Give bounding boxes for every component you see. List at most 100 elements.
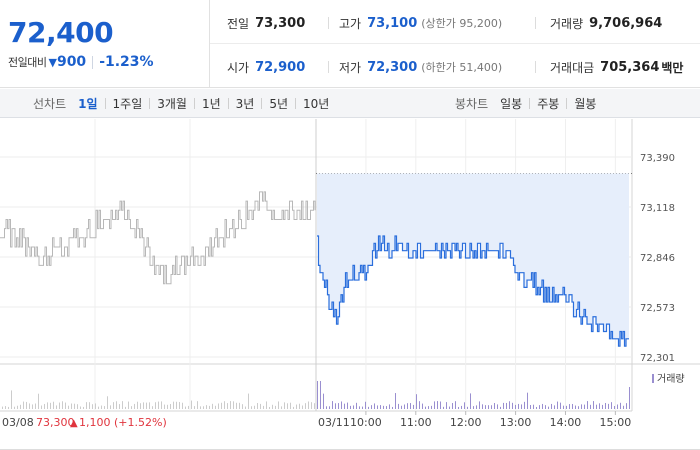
- tab-divider: [295, 98, 297, 109]
- period-1y-tab[interactable]: 1년: [201, 97, 221, 111]
- volume-bar: [23, 401, 24, 409]
- volume-bar: [341, 401, 342, 409]
- volume-bar: [68, 405, 69, 409]
- tab-divider: [149, 98, 151, 109]
- volume-bar: [353, 405, 354, 409]
- volume-bar: [467, 406, 468, 409]
- stat-value: 73,100: [367, 15, 418, 31]
- volume-bar: [434, 401, 435, 409]
- volume-bar: [167, 404, 168, 409]
- volume-bar: [140, 403, 141, 409]
- volume-bar: [299, 403, 300, 409]
- volume-bar: [236, 402, 237, 409]
- volume-bar: [248, 393, 249, 409]
- volume-bar: [497, 404, 498, 409]
- volume-bar: [179, 402, 180, 409]
- candle-daily-tab[interactable]: 일봉: [500, 97, 523, 111]
- tab-divider: [529, 98, 531, 109]
- volume-bar: [365, 401, 366, 409]
- volume-bar: [626, 403, 627, 409]
- volume-bar: [506, 402, 507, 409]
- volume-bar: [476, 405, 477, 409]
- change-amount: 900: [56, 54, 87, 70]
- volume-bar: [287, 403, 288, 409]
- volume-bar: [623, 405, 624, 409]
- tab-divider: [566, 98, 568, 109]
- volume-bar: [500, 406, 501, 409]
- volume-bar: [470, 393, 471, 409]
- stat-label: 저가: [339, 60, 362, 75]
- volume-bar: [92, 404, 93, 409]
- volume-bar: [338, 403, 339, 409]
- volume-bar: [128, 401, 129, 409]
- volume-bar: [605, 402, 606, 409]
- stat-label: 거래량: [550, 16, 584, 31]
- volume-bar: [551, 403, 552, 409]
- volume-bar: [209, 405, 210, 409]
- up-arrow-icon: ▲: [70, 418, 78, 429]
- volume-bar: [83, 406, 84, 409]
- volume-bar: [533, 404, 534, 409]
- volume-bar: [578, 406, 579, 409]
- volume-bar: [146, 402, 147, 409]
- volume-bar: [524, 401, 525, 409]
- period-3y-tab[interactable]: 3년: [235, 97, 255, 111]
- period-5y-tab[interactable]: 5년: [269, 97, 289, 111]
- stat-label: 거래대금: [550, 60, 595, 75]
- volume-bar: [410, 403, 411, 409]
- volume-bar: [458, 406, 459, 409]
- volume-bar: [233, 401, 234, 409]
- volume-bar: [581, 404, 582, 409]
- candle-weekly-tab[interactable]: 주봉: [537, 97, 560, 111]
- volume-bar: [494, 402, 495, 409]
- volume-bar: [488, 405, 489, 409]
- volume-bar: [149, 402, 150, 409]
- candle-monthly-tab[interactable]: 월봉: [574, 97, 597, 111]
- volume-bar: [512, 402, 513, 409]
- down-arrow-icon: ▼: [48, 55, 57, 69]
- stat-unit: 백만: [661, 60, 684, 75]
- volume-bar: [359, 406, 360, 409]
- volume-bar: [389, 404, 390, 409]
- y-tick-label: 73,118: [640, 203, 675, 214]
- lower-limit: (하한가 51,400): [421, 61, 503, 74]
- y-tick-label: 73,390: [640, 153, 675, 164]
- period-10y-tab[interactable]: 10년: [303, 97, 330, 111]
- volume-bar: [422, 403, 423, 409]
- stat-value: 73,300: [255, 15, 306, 31]
- volume-bar: [386, 406, 387, 409]
- period-1d-tab[interactable]: 1일: [78, 97, 98, 111]
- volume-bar: [398, 403, 399, 409]
- volume-bar: [482, 404, 483, 409]
- prev-day-series-line: [0, 191, 316, 285]
- volume-bar: [95, 403, 96, 409]
- volume-bar: [479, 401, 480, 409]
- quote-header: 72,400 전일대비 ▼ 900 -1.23% 전일 73,300 고가 73…: [0, 0, 700, 88]
- volume-bar: [152, 406, 153, 409]
- period-1w-tab[interactable]: 1주일: [112, 97, 143, 111]
- volume-bar: [323, 393, 324, 409]
- volume-bar: [230, 401, 231, 409]
- volume-bar: [368, 406, 369, 409]
- volume-bar: [257, 403, 258, 409]
- intraday-chart[interactable]: 73,390 73,118 72,846 72,573 72,301 거래량 10:00 11…: [0, 119, 700, 449]
- volume-bar: [344, 403, 345, 409]
- volume-bar: [461, 405, 462, 409]
- stat-low: 저가 72,300 (하한가 51,400): [339, 58, 502, 76]
- period-3m-tab[interactable]: 3개월: [157, 97, 187, 111]
- volume-bar: [356, 402, 357, 409]
- volume-bar: [17, 405, 18, 409]
- volume-bar: [170, 403, 171, 409]
- stat-value: 705,364: [600, 59, 660, 75]
- x-tick-label: 13:00: [500, 416, 532, 429]
- volume-bar: [545, 405, 546, 409]
- change-label: 전일대비: [8, 56, 47, 69]
- volume-bar: [59, 402, 60, 409]
- volume-bar: [203, 406, 204, 409]
- candle-chart-options: 봉차트 일봉 주봉 월봉: [455, 89, 596, 118]
- volume-bar: [542, 403, 543, 409]
- volume-bar: [557, 401, 558, 409]
- volume-bar: [272, 404, 273, 409]
- x-tick-label: 12:00: [450, 416, 482, 429]
- volume-bar: [509, 401, 510, 409]
